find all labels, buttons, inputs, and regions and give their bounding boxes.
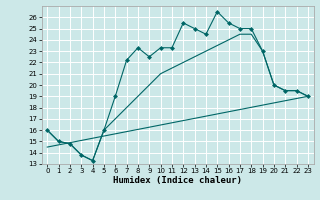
X-axis label: Humidex (Indice chaleur): Humidex (Indice chaleur) [113, 176, 242, 185]
